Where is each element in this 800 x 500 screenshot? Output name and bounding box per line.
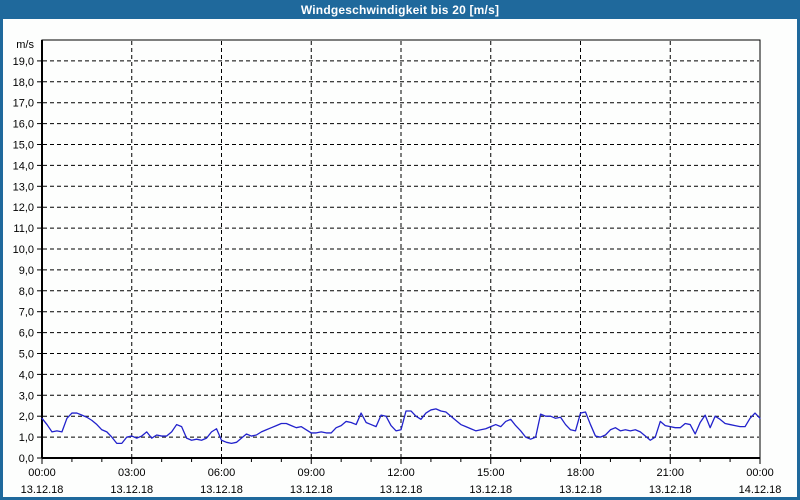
x-tick-date-label: 13.12.18 — [649, 484, 692, 496]
y-tick-label: 16,0 — [13, 119, 34, 131]
x-tick-date-label: 13.12.18 — [559, 484, 602, 496]
y-axis-unit-label: m/s — [16, 39, 34, 51]
x-tick-time-label: 03:00 — [118, 467, 146, 479]
y-tick-label: 6,0 — [19, 328, 34, 340]
window-titlebar: Windgeschwindigkeit bis 20 [m/s] — [0, 0, 800, 19]
y-tick-label: 1,0 — [19, 432, 34, 444]
y-tick-label: 19,0 — [13, 56, 34, 68]
x-tick-date-label: 13.12.18 — [21, 484, 64, 496]
y-tick-label: 14,0 — [13, 160, 34, 172]
x-tick-date-label: 13.12.18 — [110, 484, 153, 496]
x-tick-time-label: 00:00 — [746, 467, 774, 479]
x-tick-time-label: 15:00 — [477, 467, 505, 479]
y-tick-label: 2,0 — [19, 411, 34, 423]
y-tick-label: 18,0 — [13, 77, 34, 89]
wind-speed-series-line — [41, 408, 761, 445]
x-tick-date-label: 13.12.18 — [380, 484, 423, 496]
y-tick-label: 8,0 — [19, 286, 34, 298]
x-axis-ticks: 00:00 13.12.18 03:00 13.12.18 06:00 13.12.18 0… — [21, 458, 782, 496]
window-title: Windgeschwindigkeit bis 20 [m/s] — [300, 2, 500, 17]
x-tick-date-label: 14.12.18 — [739, 484, 782, 496]
y-tick-label: 17,0 — [13, 98, 34, 110]
y-tick-label: 11,0 — [13, 223, 34, 235]
y-tick-label: 9,0 — [19, 265, 34, 277]
gridlines — [43, 41, 759, 457]
y-tick-label: 7,0 — [19, 307, 34, 319]
x-tick-time-label: 06:00 — [208, 467, 236, 479]
x-tick-time-label: 09:00 — [297, 467, 325, 479]
y-tick-label: 3,0 — [19, 390, 34, 402]
y-axis-ticks: 0,0 1,0 2,0 3,0 4,0 5,0 6,0 7,0 8,0 9,0 10,0 11,0 12… — [13, 39, 42, 465]
x-tick-date-label: 13.12.18 — [290, 484, 333, 496]
y-tick-label: 10,0 — [13, 244, 34, 256]
y-tick-label: 13,0 — [13, 181, 34, 193]
x-tick-time-label: 21:00 — [656, 467, 684, 479]
y-tick-label: 5,0 — [19, 349, 34, 361]
y-tick-label: 4,0 — [19, 369, 34, 381]
y-tick-label: 15,0 — [13, 140, 34, 152]
x-tick-time-label: 12:00 — [387, 467, 415, 479]
x-tick-time-label: 18:00 — [567, 467, 595, 479]
y-tick-label: 0,0 — [19, 453, 34, 465]
x-tick-time-label: 00:00 — [28, 467, 56, 479]
x-tick-date-label: 13.12.18 — [200, 484, 243, 496]
y-tick-label: 12,0 — [13, 202, 34, 214]
x-tick-date-label: 13.12.18 — [469, 484, 512, 496]
